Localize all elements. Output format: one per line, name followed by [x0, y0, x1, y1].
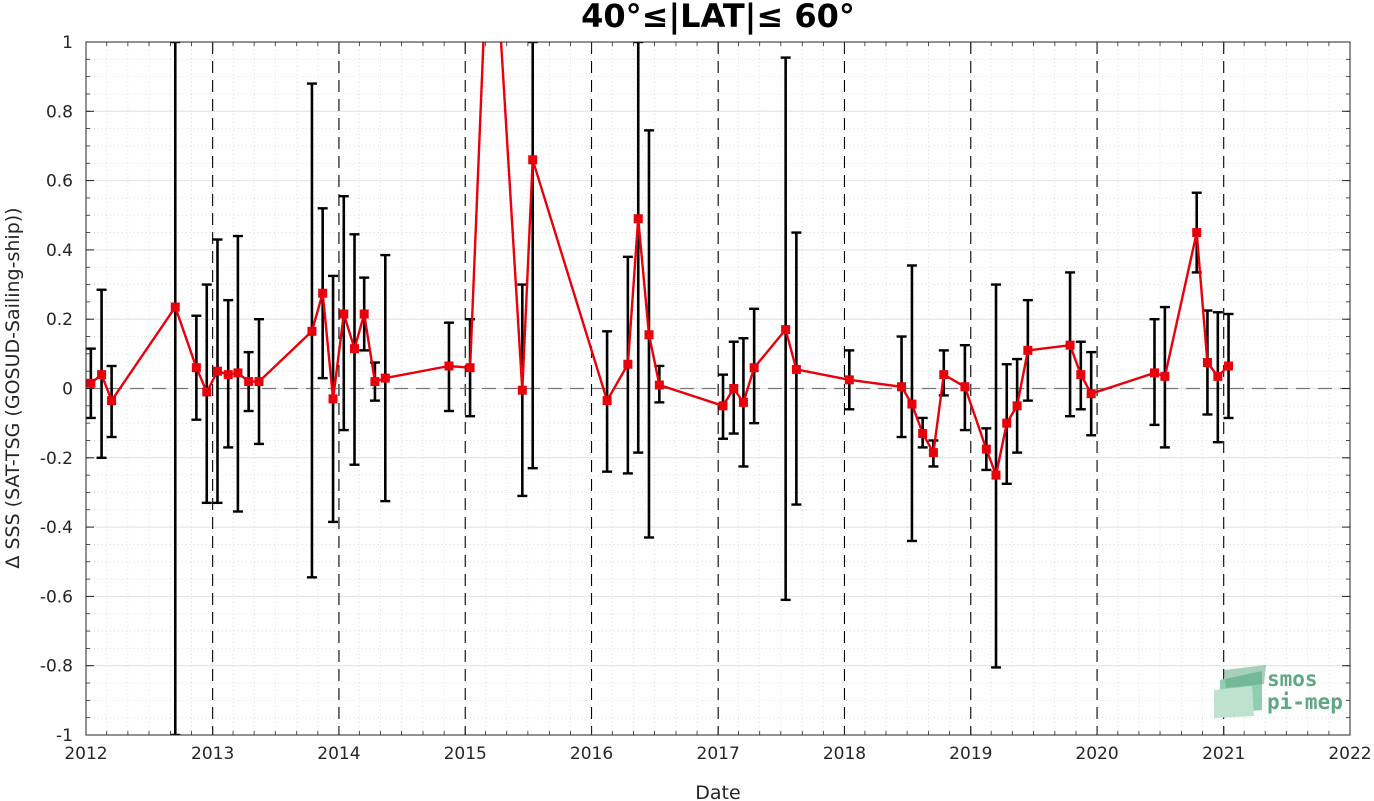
data-marker	[528, 155, 538, 165]
data-marker	[729, 384, 739, 393]
data-marker	[517, 385, 527, 395]
logo-text-smos: smos	[1267, 667, 1318, 691]
data-marker	[328, 394, 338, 404]
data-marker	[223, 370, 233, 380]
logo-text-pimep: pi-mep	[1267, 690, 1343, 714]
data-marker	[928, 448, 938, 458]
data-marker	[1224, 361, 1234, 371]
data-marker	[1086, 389, 1096, 399]
y-tick-label: 0.6	[46, 172, 73, 192]
data-marker	[97, 370, 107, 380]
data-marker	[86, 378, 96, 388]
data-marker	[244, 377, 254, 387]
data-marker	[1002, 418, 1012, 428]
y-tick-label: 0.8	[46, 102, 73, 122]
data-marker	[307, 326, 317, 336]
data-marker	[602, 396, 612, 406]
data-marker	[191, 363, 201, 373]
data-marker	[1213, 371, 1223, 381]
x-tick-label: 2022	[1328, 744, 1371, 764]
data-marker	[749, 363, 759, 373]
data-marker	[981, 444, 991, 454]
x-tick-label: 2012	[64, 744, 107, 764]
x-tick-label: 2021	[1202, 744, 1245, 764]
axis-ticks	[85, 41, 1351, 736]
data-marker	[644, 330, 654, 340]
x-tick-label: 2018	[823, 744, 866, 764]
x-tick-labels: 2012 2013 2014 2015 2016 2017 2018 2019 2020 2021…	[64, 744, 1371, 764]
data-marker	[991, 470, 1001, 480]
x-tick-label: 2014	[317, 744, 360, 764]
data-marker	[350, 344, 360, 354]
x-tick-label: 2013	[191, 744, 234, 764]
data-marker	[1012, 401, 1022, 411]
data-marker	[1076, 370, 1086, 380]
y-axis-label: Δ SSS (SAT-TSG (GOSUD-Sailing-ship))	[2, 207, 24, 568]
data-marker	[465, 363, 475, 373]
logo-mark-icon	[1214, 665, 1266, 718]
y-tick-label: 0.2	[46, 310, 73, 330]
x-tick-label: 2020	[1075, 744, 1118, 764]
data-marker	[370, 377, 380, 387]
data-marker	[202, 387, 212, 397]
data-marker	[791, 364, 801, 374]
data-marker	[907, 399, 917, 409]
data-marker	[444, 361, 454, 371]
data-marker	[623, 359, 633, 369]
data-marker	[359, 309, 369, 319]
data-marker	[254, 377, 264, 387]
y-tick-label: -1	[56, 726, 73, 746]
data-marker	[844, 375, 854, 385]
data-marker	[1202, 358, 1212, 368]
x-axis-label: Date	[695, 782, 740, 801]
data-marker	[1023, 345, 1033, 355]
chart-title: 40°≤|LAT|≤ 60°	[581, 0, 855, 36]
y-tick-label: 0.4	[46, 241, 73, 261]
x-tick-label: 2017	[697, 744, 740, 764]
data-marker	[939, 370, 949, 380]
data-marker	[1192, 228, 1202, 238]
data-marker	[960, 382, 970, 392]
x-tick-label: 2019	[949, 744, 992, 764]
data-marker	[339, 309, 349, 319]
data-marker	[781, 325, 791, 335]
y-tick-label: 1	[62, 33, 73, 53]
data-marker	[1065, 340, 1075, 350]
y-tick-label: -0.6	[40, 587, 73, 607]
smos-pimep-logo: smos pi-mep	[1214, 665, 1343, 718]
data-marker	[897, 382, 907, 392]
y-tick-label: -0.4	[40, 518, 73, 538]
x-tick-label: 2016	[570, 744, 613, 764]
data-marker	[1150, 368, 1160, 378]
data-marker	[633, 214, 643, 224]
data-marker	[718, 401, 728, 411]
x-tick-label: 2015	[444, 744, 487, 764]
y-tick-label: -0.8	[40, 657, 73, 677]
data-marker	[654, 380, 664, 390]
data-marker	[380, 373, 390, 383]
y-tick-label: 0	[62, 380, 73, 400]
data-markers	[86, 155, 1234, 480]
data-marker	[318, 288, 328, 298]
data-marker	[170, 302, 180, 312]
data-marker	[107, 396, 117, 406]
data-marker	[212, 366, 222, 376]
y-tick-labels: -1 -0.8 -0.6 -0.4 -0.2 0 0.2 0.4 0.6 0.8 1	[40, 33, 73, 746]
data-marker	[233, 368, 243, 378]
data-marker	[1160, 371, 1170, 381]
y-tick-label: -0.2	[40, 449, 73, 469]
data-marker	[738, 397, 748, 407]
data-marker	[918, 429, 928, 439]
